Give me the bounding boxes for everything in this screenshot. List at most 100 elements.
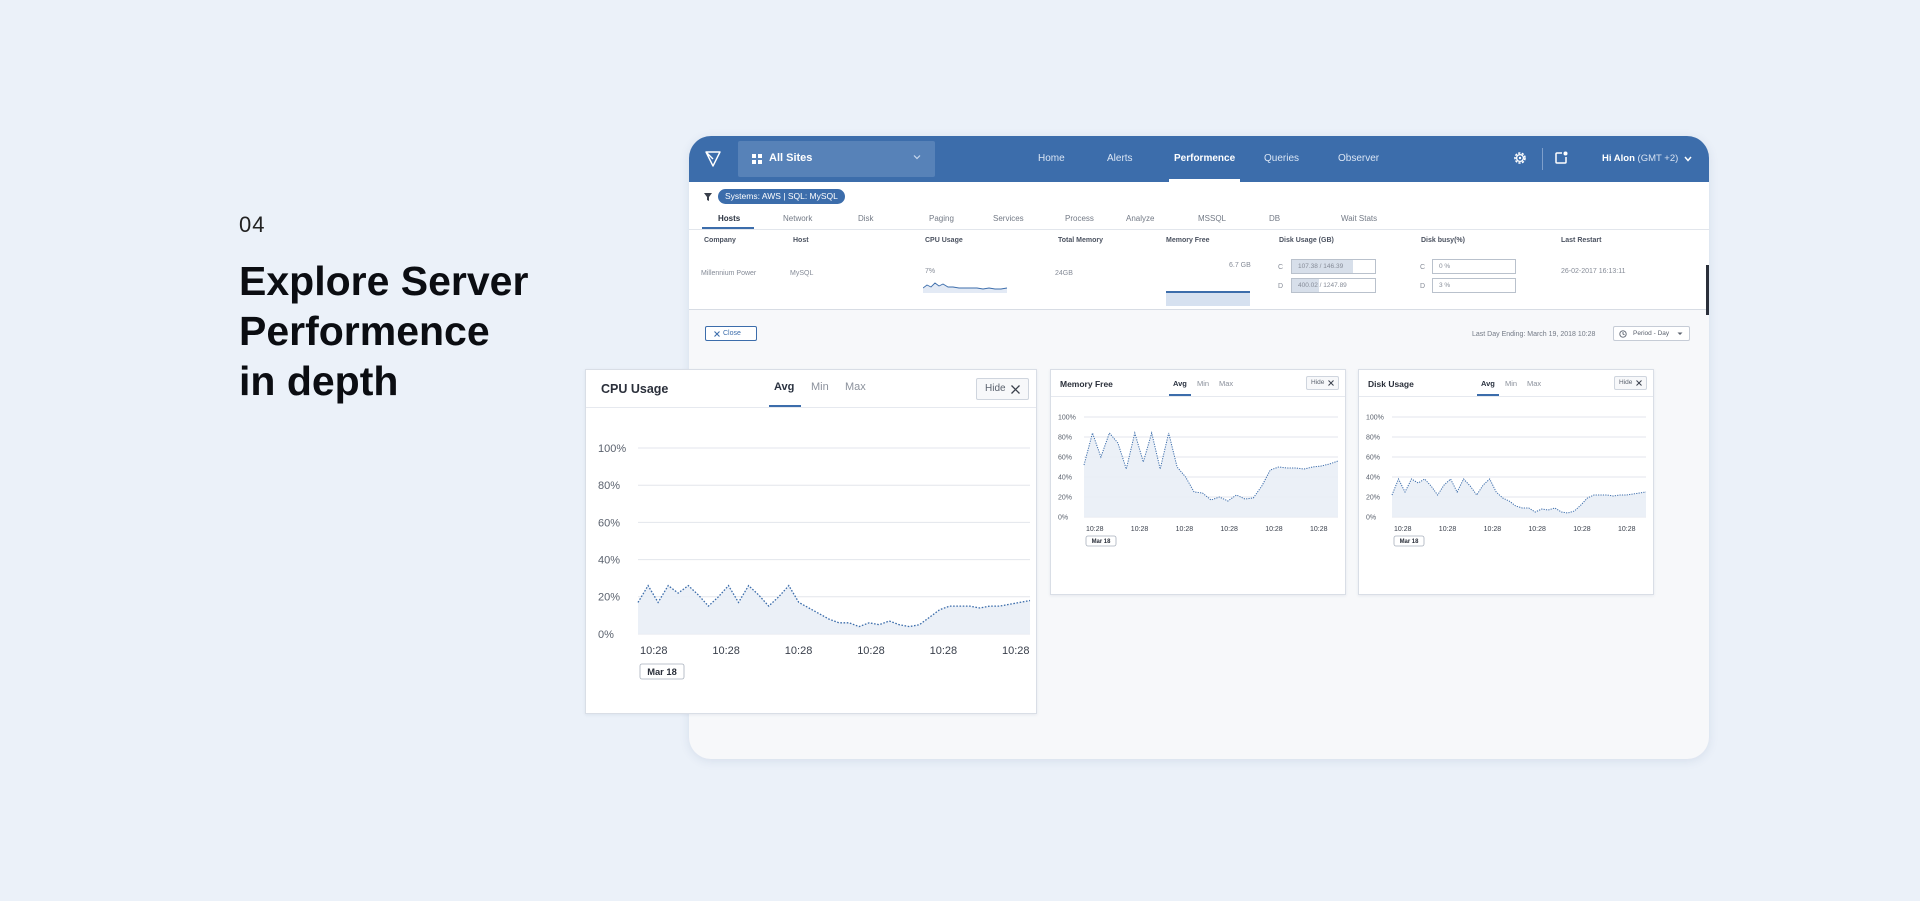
- chevron-down-icon[interactable]: [1684, 155, 1692, 163]
- disk-d-value: 400.02 / 1247.89: [1298, 282, 1347, 289]
- card-divider: [1051, 396, 1345, 397]
- subtab-services[interactable]: Services: [993, 214, 1024, 223]
- x-tick-label: 10:28: [1439, 526, 1457, 533]
- subtab-disk[interactable]: Disk: [858, 214, 874, 223]
- top-navbar: All Sites Home Alerts Performence Querie…: [689, 136, 1709, 182]
- y-tick-label: 60%: [598, 517, 620, 529]
- x-tick-label: 10:28: [640, 645, 668, 657]
- tab-max[interactable]: Max: [845, 381, 866, 393]
- series-area: [1392, 479, 1646, 517]
- nav-performance[interactable]: Performence: [1169, 136, 1241, 182]
- disk-d-usage: 400.02 / 1247.89: [1291, 278, 1376, 293]
- y-tick-label: 100%: [1058, 414, 1076, 421]
- nav-alerts[interactable]: Alerts: [1107, 153, 1133, 164]
- disk-c-value: 107.38 / 146.39: [1298, 263, 1344, 270]
- site-select-label: All Sites: [769, 152, 813, 164]
- cell-memory-free: 6.7 GB: [1229, 262, 1251, 269]
- date-badge-label: Mar 18: [1092, 539, 1112, 545]
- series-line: [1391, 477, 1647, 514]
- y-tick-label: 60%: [1366, 454, 1380, 461]
- period-select[interactable]: Period - Day: [1613, 326, 1690, 341]
- grid-icon: [752, 154, 762, 164]
- y-tick-label: 20%: [1058, 494, 1072, 501]
- hide-button[interactable]: Hide: [1306, 376, 1339, 390]
- hero-title: Explore Server Performence in depth: [239, 256, 569, 406]
- subtab-wait-stats[interactable]: Wait Stats: [1341, 214, 1378, 223]
- close-icon: [1011, 385, 1020, 394]
- notification-icon[interactable]: [1553, 150, 1569, 166]
- tab-min[interactable]: Min: [1197, 379, 1210, 388]
- x-tick-label: 10:28: [785, 645, 813, 657]
- x-tick-label: 10:28: [1002, 645, 1030, 657]
- column-header[interactable]: Memory Free: [1166, 237, 1210, 244]
- tab-min[interactable]: Min: [1505, 379, 1518, 388]
- column-header[interactable]: Host: [793, 237, 809, 244]
- column-header[interactable]: Company: [704, 237, 736, 244]
- busy-d-label: D: [1420, 283, 1426, 290]
- user-greeting: Hi Alon: [1602, 153, 1635, 164]
- subtab-mssql[interactable]: MSSQL: [1198, 214, 1227, 223]
- disk-chart: 0% 20% 40% 60% 80% 100% 10:28 10:28 10:28 10:28 10…: [1366, 414, 1647, 547]
- card-title: Memory Free: [1060, 379, 1113, 389]
- tab-max[interactable]: Max: [1527, 379, 1542, 388]
- series-area: [638, 585, 1030, 634]
- x-tick-label: 10:28: [712, 645, 740, 657]
- tab-min[interactable]: Min: [811, 381, 829, 393]
- busy-c-value-box: 0 %: [1432, 259, 1516, 274]
- logo-icon[interactable]: [704, 150, 722, 168]
- active-tab-indicator: [769, 405, 801, 407]
- hide-button[interactable]: Hide: [1614, 376, 1647, 390]
- close-button[interactable]: Close: [705, 326, 757, 341]
- disk-d-label: D: [1278, 283, 1284, 290]
- column-header[interactable]: CPU Usage: [925, 237, 963, 244]
- close-icon: [1328, 380, 1334, 386]
- subtab-analyze[interactable]: Analyze: [1126, 214, 1155, 223]
- cpu-usage-card: CPU Usage Avg Min Max Hide 0% 20% 40% 60% 80…: [585, 369, 1037, 714]
- subtab-network[interactable]: Network: [783, 214, 813, 223]
- chevron-down-icon: [913, 155, 921, 160]
- hide-button[interactable]: Hide: [976, 378, 1029, 400]
- nav-observer[interactable]: Observer: [1338, 153, 1380, 164]
- subtab-hosts[interactable]: Hosts: [718, 214, 741, 223]
- subtab-db[interactable]: DB: [1269, 214, 1281, 223]
- y-tick-label: 100%: [1366, 414, 1384, 421]
- nav-divider: [1542, 148, 1543, 170]
- busy-c-value: 0 %: [1439, 263, 1451, 270]
- date-badge: [1085, 535, 1117, 547]
- subtab-paging[interactable]: Paging: [929, 214, 954, 223]
- site-select[interactable]: All Sites: [738, 141, 935, 177]
- busy-d-value: 3 %: [1439, 282, 1451, 289]
- column-header[interactable]: Disk busy(%): [1421, 237, 1465, 244]
- column-header[interactable]: Last Restart: [1561, 237, 1602, 244]
- tab-avg[interactable]: Avg: [774, 381, 795, 393]
- subtab-process[interactable]: Process: [1065, 214, 1094, 223]
- hide-label: Hide: [985, 383, 1006, 394]
- busy-c-label: C: [1420, 264, 1426, 271]
- nav-queries[interactable]: Queries: [1264, 153, 1300, 164]
- y-tick-label: 20%: [1366, 494, 1380, 501]
- user-menu[interactable]: Hi Alon (GMT +2): [1602, 153, 1678, 164]
- close-icon: [1636, 380, 1642, 386]
- memory-chart: 0% 20% 40% 60% 80% 100% 10:28 10:28 10:28 10:28 10…: [1058, 414, 1339, 547]
- x-tick-label: 10:28: [1573, 526, 1591, 533]
- filter-chip[interactable]: Systems: AWS | SQL: MySQL: [718, 189, 845, 204]
- close-label: Close: [723, 330, 741, 337]
- clock-icon: [1619, 330, 1627, 338]
- column-header[interactable]: Disk Usage (GB): [1279, 237, 1334, 244]
- section-number: 04: [239, 212, 266, 237]
- memory-free-card: Memory Free Avg Min Max Hide 0% 20% 40% 60%…: [1050, 369, 1346, 595]
- subtabs: Hosts Network Disk Paging Services Proce…: [689, 210, 1709, 230]
- cell-host: MySQL: [790, 270, 814, 277]
- y-tick-label: 0%: [1366, 514, 1376, 521]
- tab-avg[interactable]: Avg: [1481, 379, 1495, 388]
- nav-home[interactable]: Home: [1038, 153, 1065, 164]
- y-tick-label: 40%: [1366, 474, 1380, 481]
- row-selection-indicator: [1706, 265, 1709, 315]
- column-header[interactable]: Total Memory: [1058, 237, 1103, 244]
- x-tick-label: 10:28: [1220, 526, 1238, 533]
- filter-icon[interactable]: [704, 193, 712, 201]
- tab-avg[interactable]: Avg: [1173, 379, 1187, 388]
- gear-icon[interactable]: [1512, 150, 1528, 166]
- tab-max[interactable]: Max: [1219, 379, 1234, 388]
- date-badge-label: Mar 18: [1400, 539, 1420, 545]
